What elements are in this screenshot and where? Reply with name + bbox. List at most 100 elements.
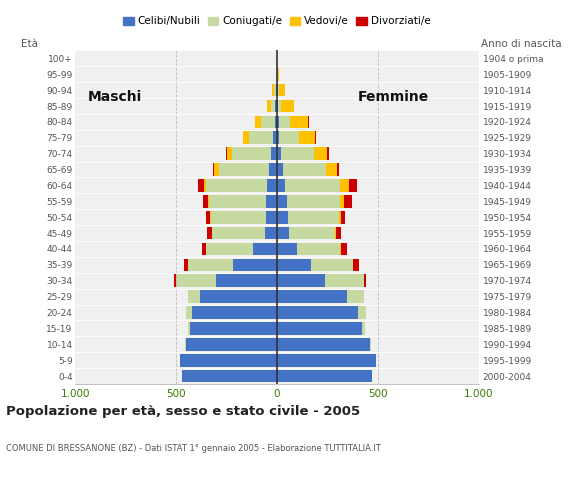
Bar [188,322,190,335]
Bar [186,338,277,350]
Bar [353,259,359,271]
Bar [279,84,285,96]
Bar [277,322,361,335]
Bar [206,211,211,224]
Bar [193,306,277,319]
Bar [277,242,297,255]
Bar [285,179,340,192]
Bar [277,179,285,192]
Text: Femmine: Femmine [357,90,429,104]
Bar [278,84,279,96]
Bar [278,100,281,112]
Bar [369,338,371,350]
Bar [283,163,327,176]
Bar [226,147,227,160]
Bar [277,370,372,383]
Bar [276,100,277,112]
Legend: Celibi/Nubili, Coniugati/e, Vedovi/e, Divorziati/e: Celibi/Nubili, Coniugati/e, Vedovi/e, Di… [119,12,435,31]
Bar [208,195,209,208]
Bar [299,132,314,144]
Bar [198,179,204,192]
Bar [277,306,357,319]
Bar [202,242,206,255]
Bar [339,211,342,224]
Bar [184,259,188,271]
Bar [273,84,274,96]
Bar [277,227,289,240]
Bar [255,116,262,128]
Bar [186,306,193,319]
Bar [340,179,349,192]
Bar [206,179,267,192]
Bar [206,242,253,255]
Text: COMUNE DI BRESSANONE (BZ) - Dati ISTAT 1° gennaio 2005 - Elaborazione TUTTITALIA: COMUNE DI BRESSANONE (BZ) - Dati ISTAT 1… [6,444,380,453]
Bar [216,275,277,287]
Bar [253,242,277,255]
Text: Popolazione per età, sesso e stato civile - 2005: Popolazione per età, sesso e stato civil… [6,405,360,418]
Bar [340,195,345,208]
Bar [277,338,369,350]
Bar [188,259,233,271]
Bar [342,242,347,255]
Bar [180,354,277,367]
Bar [277,163,283,176]
Text: Anno di nascita: Anno di nascita [480,39,561,49]
Bar [340,242,342,255]
Bar [209,195,266,208]
Bar [311,259,353,271]
Bar [190,322,277,335]
Bar [204,195,208,208]
Bar [277,354,376,367]
Bar [277,259,311,271]
Bar [276,68,277,81]
Bar [288,211,339,224]
Bar [349,179,357,192]
Bar [266,195,277,208]
Bar [215,163,219,176]
Bar [289,116,308,128]
Bar [327,147,329,160]
Bar [276,84,277,96]
Bar [211,211,212,224]
Bar [287,195,340,208]
Bar [231,147,271,160]
Bar [325,275,364,287]
Text: Maschi: Maschi [88,90,142,104]
Bar [336,227,342,240]
Bar [243,132,249,144]
Bar [277,100,278,112]
Bar [267,100,271,112]
Bar [281,147,314,160]
Bar [249,132,273,144]
Bar [212,211,266,224]
Bar [335,227,336,240]
Bar [364,275,366,287]
Bar [213,163,215,176]
Bar [175,275,176,287]
Bar [347,290,364,303]
Bar [327,163,338,176]
Bar [274,116,277,128]
Bar [314,132,316,144]
Bar [267,179,277,192]
Bar [277,275,325,287]
Bar [274,84,276,96]
Bar [308,116,309,128]
Bar [271,147,277,160]
Bar [277,84,278,96]
Bar [188,290,200,303]
Bar [345,195,351,208]
Bar [262,116,274,128]
Bar [342,211,346,224]
Bar [185,338,186,350]
Bar [233,259,277,271]
Bar [277,147,281,160]
Bar [277,195,287,208]
Bar [265,227,277,240]
Text: Età: Età [21,39,38,49]
Bar [281,100,294,112]
Bar [289,227,335,240]
Bar [338,163,339,176]
Bar [200,290,277,303]
Bar [273,132,277,144]
